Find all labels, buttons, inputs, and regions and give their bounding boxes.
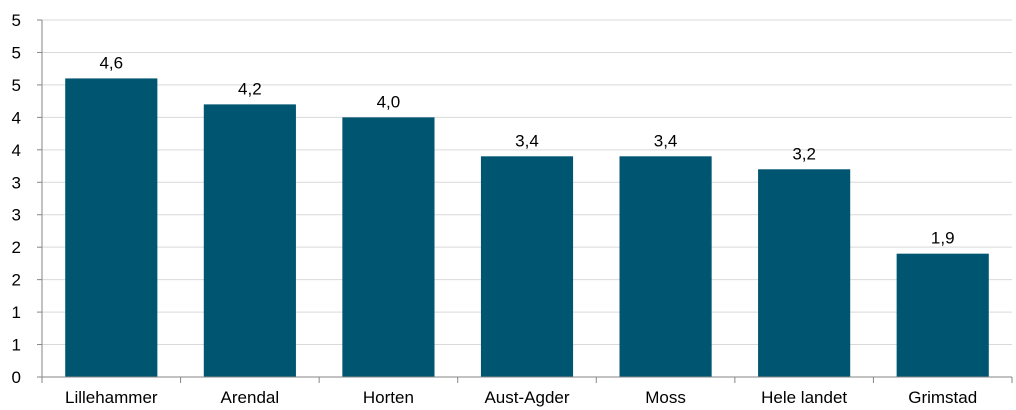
y-tick-label: 5 [12,76,21,95]
bar [65,78,158,377]
category-label: Horten [363,388,414,407]
y-tick-label: 4 [12,141,21,160]
y-tick-label: 1 [12,303,21,322]
y-tick-label: 3 [12,173,21,192]
y-tick-label: 5 [12,43,21,62]
y-tick-label: 3 [12,206,21,225]
data-label: 3,4 [515,131,539,150]
y-tick-label: 5 [12,11,21,30]
y-tick-label: 0 [12,368,21,387]
bar [203,104,296,377]
category-labels: Lillehammer Arendal Horten Aust-Agder Moss He… [65,388,977,407]
category-label: Lillehammer [65,388,158,407]
data-label: 4,6 [99,53,123,72]
data-label: 1,9 [931,229,955,248]
category-label: Aust-Agder [484,388,569,407]
category-label: Hele landet [761,388,847,407]
y-axis-ticks: 0 1 1 2 2 3 3 4 4 5 5 5 [12,11,42,387]
bar [758,169,851,377]
bar [896,253,989,377]
category-label: Arendal [221,388,280,407]
data-label: 3,2 [792,144,816,163]
x-axis [41,20,1013,383]
bars [65,78,989,377]
data-labels: 4,6 4,2 4,0 3,4 3,4 3,2 1,9 [99,53,954,247]
category-label: Grimstad [908,388,977,407]
y-tick-label: 2 [12,271,21,290]
bar [619,156,712,377]
y-tick-label: 1 [12,336,21,355]
category-label: Moss [645,388,686,407]
y-tick-label: 2 [12,238,21,257]
data-label: 4,0 [377,92,401,111]
data-label: 4,2 [238,79,262,98]
y-tick-label: 4 [12,108,21,127]
data-label: 3,4 [654,131,678,150]
bar [342,117,435,377]
bar [480,156,574,377]
